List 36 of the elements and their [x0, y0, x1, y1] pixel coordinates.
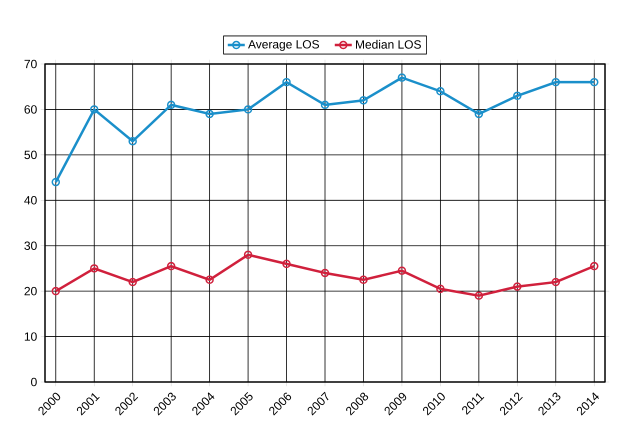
point — [166, 262, 176, 270]
point — [166, 100, 176, 110]
point — [128, 136, 137, 146]
point — [320, 100, 330, 110]
point — [90, 264, 98, 273]
point — [552, 78, 560, 86]
point — [474, 110, 484, 118]
point — [474, 291, 484, 300]
point — [320, 268, 330, 278]
y-tick-label: 10 — [24, 332, 37, 341]
point — [359, 276, 368, 284]
point — [398, 266, 406, 275]
point — [282, 260, 291, 268]
legend-label: Median LOS — [356, 40, 421, 49]
point — [282, 78, 291, 86]
y-tick-label: 20 — [24, 286, 37, 296]
legend-label: Average LOS — [248, 40, 320, 51]
y-tick-label: 60 — [24, 105, 37, 114]
point — [128, 278, 137, 286]
y-tick-label: 0 — [31, 378, 37, 386]
point — [513, 282, 522, 291]
point — [90, 105, 98, 114]
y-tick-label: 30 — [24, 241, 37, 250]
point — [436, 284, 445, 294]
point — [244, 105, 252, 114]
y-tick-label: 50 — [24, 150, 37, 160]
point — [205, 110, 214, 118]
point — [513, 92, 522, 100]
point — [205, 276, 214, 284]
point — [244, 250, 252, 260]
point — [552, 278, 560, 286]
point — [359, 96, 368, 105]
y-tick-label: 70 — [24, 60, 37, 68]
point — [436, 87, 445, 96]
y-tick-label: 40 — [24, 196, 37, 205]
point — [398, 73, 406, 82]
